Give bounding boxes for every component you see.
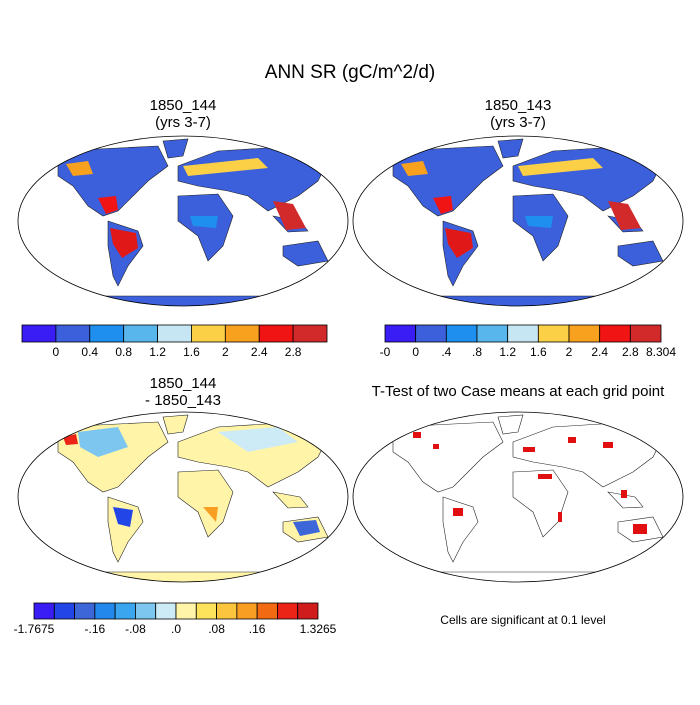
colorbar-label: 0.4: [81, 345, 98, 359]
colorbar-box: [568, 324, 601, 343]
colorbar-box: [599, 324, 631, 343]
colorbar-label: -1.7675: [14, 622, 55, 636]
colorbar-label: 2.8: [285, 345, 302, 359]
colorbar-box: [114, 602, 136, 620]
colorbar-label: 8.304: [646, 345, 676, 359]
colorbar-box: [55, 324, 91, 343]
colorbar-label: 2: [566, 345, 573, 359]
colorbar-label: 2: [222, 345, 229, 359]
colorbar-label: 1.6: [530, 345, 547, 359]
colorbar-box: [74, 602, 96, 620]
colorbar-box: [507, 324, 539, 343]
colorbar-box: [135, 602, 157, 620]
colorbar-box: [175, 602, 197, 620]
colorbar-label: -0: [380, 345, 391, 359]
colorbar-label: 2.4: [251, 345, 268, 359]
colorbar-label: .4: [441, 345, 451, 359]
panel-title: 1850_144: [150, 97, 217, 114]
panel-title: 1850_143: [485, 97, 552, 114]
map: [17, 411, 349, 583]
colorbar-box: [445, 324, 478, 343]
colorbar-label: 1.6: [183, 345, 200, 359]
colorbar-box: [195, 602, 217, 620]
colorbar-label: 0.8: [115, 345, 132, 359]
colorbar-label: 2.8: [622, 345, 639, 359]
colorbar-box: [155, 602, 177, 620]
colorbar-box: [292, 324, 328, 343]
map: [352, 135, 684, 307]
colorbar-box: [123, 324, 158, 343]
colorbar-label: 0: [412, 345, 419, 359]
colorbar-box: [384, 324, 417, 343]
colorbar-box: [415, 324, 447, 343]
colorbar-label: 2.4: [591, 345, 608, 359]
colorbar-label: 1.2: [149, 345, 166, 359]
colorbar-label: 1.3265: [300, 622, 337, 636]
colorbar-label: -.08: [125, 622, 146, 636]
panel-subtitle: - 1850_143: [145, 392, 221, 409]
colorbar-label: -.16: [85, 622, 106, 636]
colorbar-label: .8: [472, 345, 482, 359]
colorbar-label: .0: [171, 622, 181, 636]
note: Cells are significant at 0.1 level: [440, 613, 605, 627]
colorbar-box: [216, 602, 238, 620]
colorbar-box: [476, 324, 509, 343]
colorbar-box: [89, 324, 125, 343]
panel-title: T-Test of two Case means at each grid po…: [372, 383, 665, 400]
colorbar-box: [236, 602, 258, 620]
panel-subtitle: (yrs 3-7): [155, 114, 211, 131]
colorbar-box: [157, 324, 192, 343]
panel-subtitle: (yrs 3-7): [490, 114, 546, 131]
colorbar-box: [224, 324, 260, 343]
map: [352, 411, 684, 583]
colorbar-box: [537, 324, 570, 343]
colorbar-label: 0: [53, 345, 60, 359]
colorbar-box: [21, 324, 57, 343]
colorbar-label: .08: [208, 622, 225, 636]
colorbar-label: 1.2: [499, 345, 516, 359]
colorbar-box: [94, 602, 116, 620]
figure-title: ANN SR (gC/m^2/d): [265, 62, 435, 83]
colorbar-box: [53, 602, 75, 620]
colorbar-box: [297, 602, 319, 620]
colorbar-box: [191, 324, 226, 343]
colorbar-box: [258, 324, 294, 343]
colorbar-box: [256, 602, 278, 620]
colorbar-box: [277, 602, 299, 620]
colorbar-box: [629, 324, 662, 343]
colorbar-label: .16: [249, 622, 266, 636]
panel-title: 1850_144: [150, 375, 217, 392]
colorbar-box: [33, 602, 55, 620]
map: [17, 135, 349, 307]
